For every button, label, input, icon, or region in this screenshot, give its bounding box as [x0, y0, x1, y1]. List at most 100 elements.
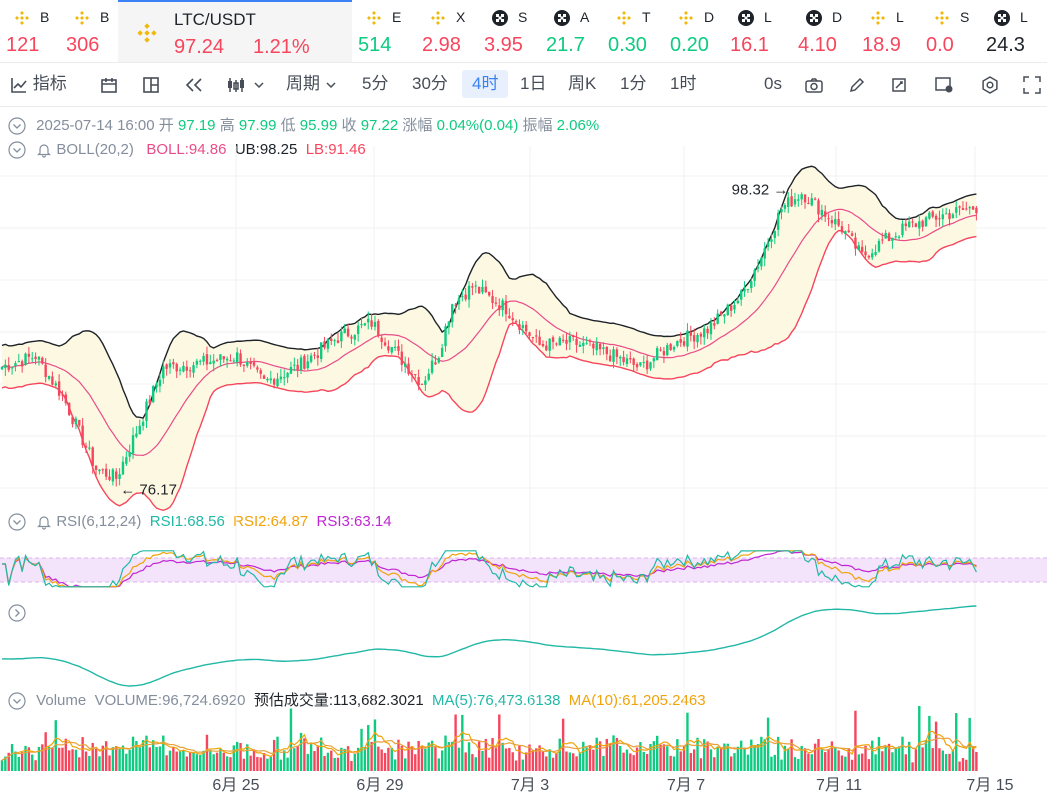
ticker-price: 21.7 — [546, 34, 585, 56]
rsi-legend: RSI(6,12,24) RSI1:68.56 RSI2:64.87 RSI3:… — [8, 513, 392, 531]
indicators-button[interactable]: 指标 — [10, 70, 67, 98]
fullscreen-button[interactable] — [1022, 70, 1042, 98]
volume-bar — [659, 744, 662, 771]
ticker-symbol: L — [896, 9, 904, 25]
ticker-symbol: X — [456, 9, 466, 25]
candle-body — [763, 248, 766, 259]
screenshot-button[interactable] — [804, 70, 824, 98]
volume-bar — [239, 742, 242, 771]
volume-bar — [141, 740, 145, 771]
interval-30m[interactable]: 30分 — [412, 74, 448, 93]
volume-bar — [31, 754, 34, 771]
volume-bar — [447, 742, 451, 771]
settings-button[interactable] — [980, 70, 1000, 98]
candle-body — [645, 360, 649, 370]
calendar-button[interactable] — [100, 70, 118, 98]
volume-bar — [306, 753, 309, 771]
ticker-13[interactable]: L 24.3 — [980, 0, 1047, 62]
candle-body — [138, 425, 141, 435]
candle-body — [155, 384, 158, 388]
ticker-2[interactable]: LTC/USDT 97.24 1.21% — [118, 0, 352, 62]
gear-icon — [982, 75, 998, 94]
volume-bar — [568, 752, 572, 771]
volume-bar — [283, 750, 286, 771]
volume-bar — [20, 752, 24, 771]
volume-bar — [145, 735, 148, 771]
interval-1h[interactable]: 1时 — [670, 74, 697, 93]
interval-1min[interactable]: 1分 — [620, 74, 647, 93]
volume-bar — [545, 756, 548, 771]
collapse-chevron-icon[interactable] — [8, 513, 26, 531]
candle-body — [958, 206, 961, 208]
candle-body — [692, 335, 696, 342]
ticker-4[interactable]: X 2.98 — [416, 0, 478, 62]
interval-4h[interactable]: 4时 — [462, 70, 509, 98]
volume-bar — [776, 736, 780, 771]
replay-button[interactable] — [184, 70, 204, 98]
bell-icon[interactable] — [36, 514, 52, 530]
candle-body — [188, 370, 192, 372]
annotation-button[interactable] — [890, 70, 908, 98]
candle-body — [333, 340, 336, 342]
ticker-11[interactable]: L 18.9 — [856, 0, 920, 62]
volume-bar — [326, 752, 330, 771]
volume-bar — [323, 755, 326, 771]
candle-body — [706, 328, 709, 334]
ticker-1[interactable]: B 306 — [60, 0, 118, 62]
okx-icon — [994, 10, 1010, 26]
ticker-price: 121 — [6, 34, 40, 56]
ticker-12[interactable]: S 0.0 — [920, 0, 980, 62]
interval-5m[interactable]: 5分 — [362, 74, 389, 93]
candle-body — [488, 291, 491, 296]
candle-body — [400, 351, 404, 365]
volume-bar — [558, 738, 561, 771]
interval-1w[interactable]: 周K — [568, 74, 597, 93]
binance-icon — [679, 11, 693, 25]
ticker-5[interactable]: S 3.95 — [478, 0, 540, 62]
period-dropdown[interactable]: 周期 — [286, 70, 337, 98]
volume-bar — [14, 751, 17, 771]
ticker-3[interactable]: E 514 — [352, 0, 416, 62]
expand-chevron-icon[interactable] — [8, 604, 26, 622]
candle-body — [78, 419, 81, 426]
candle-body — [568, 336, 572, 343]
ticker-8[interactable]: D 0.20 — [664, 0, 724, 62]
binance-icon — [15, 11, 29, 25]
ticker-9[interactable]: L 16.1 — [724, 0, 792, 62]
draw-button[interactable] — [848, 70, 866, 98]
price-chart[interactable]: 98.32 → ← 76.17 6月 25 6月 29 7月 3 7月 7 7月 11 7月 … — [0, 106, 1047, 805]
candle-body — [101, 469, 104, 471]
volume-bar — [884, 747, 887, 771]
ticker-6[interactable]: A 21.7 — [540, 0, 602, 62]
candle-body — [427, 373, 430, 380]
candle-body — [31, 358, 34, 360]
volume-bar — [867, 759, 871, 771]
rsi3-value: RSI3:63.14 — [316, 513, 392, 530]
volume-bar — [662, 744, 666, 771]
volume-bar — [854, 710, 857, 771]
interval-1d[interactable]: 1日 — [520, 74, 547, 93]
bell-icon[interactable] — [36, 142, 52, 158]
chevron-down-icon — [254, 81, 264, 88]
chart-settings-button[interactable] — [934, 70, 954, 98]
chart-type-button[interactable] — [226, 70, 265, 98]
volume-bar — [598, 741, 602, 771]
candle-body — [199, 360, 202, 362]
candle-body — [397, 346, 400, 351]
collapse-chevron-icon[interactable] — [8, 141, 26, 159]
layout-button[interactable] — [142, 70, 160, 98]
ticker-7[interactable]: T 0.30 — [602, 0, 664, 62]
collapse-chevron-icon[interactable] — [8, 117, 26, 135]
ticker-10[interactable]: D 4.10 — [792, 0, 856, 62]
candle-body — [17, 361, 20, 363]
ticker-0[interactable]: B 121 — [0, 0, 60, 62]
candle-body — [518, 324, 521, 330]
volume-bar — [908, 741, 911, 771]
volume-ma10-line — [1, 737, 977, 761]
seconds-button[interactable]: 0s — [764, 74, 782, 93]
boll-lower-band — [1, 229, 977, 512]
open-label: 开 — [158, 117, 174, 134]
collapse-chevron-icon[interactable] — [8, 692, 26, 710]
candle-body — [602, 347, 605, 349]
volume-bar — [951, 749, 955, 771]
